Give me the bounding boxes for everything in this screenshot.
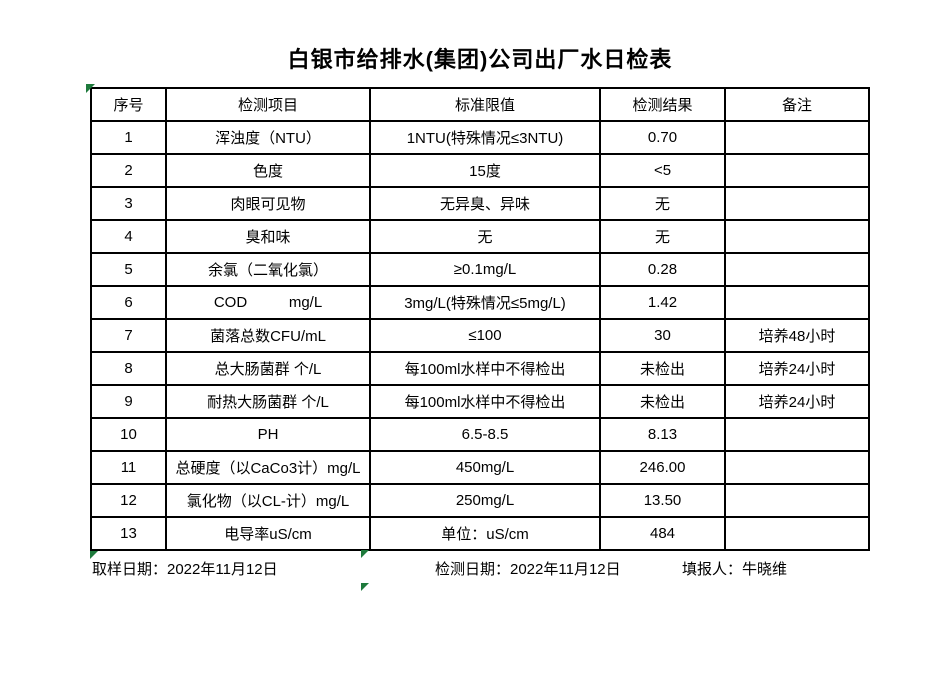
table-row: 10 PH 6.5-8.5 8.13 <box>90 417 870 452</box>
col-header-index: 序号 <box>90 87 167 122</box>
table-cell: 12 <box>90 483 167 518</box>
table-row: 3 肉眼可见物 无异臭、异味无 <box>90 186 870 221</box>
table-row: 13 电导率uS/cm 单位：uS/cm 484 <box>90 516 870 551</box>
table-cell: 耐热大肠菌群 个/L <box>165 384 371 419</box>
table-cell: 11 <box>90 450 167 485</box>
table-cell: 未检出 <box>599 351 726 386</box>
table-cell <box>724 516 870 551</box>
col-header-standard: 标准限值 <box>369 87 601 122</box>
table-cell: 2 <box>90 153 167 188</box>
reporter-text: 填报人：牛晓维 <box>682 561 788 578</box>
table-cell: 无 <box>369 219 601 254</box>
table-cell: 色度 <box>165 153 371 188</box>
table-header-row: 序号 检测项目 标准限值 检测结果 备注 <box>90 87 870 122</box>
table-cell: 总硬度（以CaCo3计）mg/L <box>165 450 371 485</box>
table-row: 7 菌落总数CFU/mL ≤100 30 培养48小时 <box>90 318 870 353</box>
table-cell: 6.5-8.5 <box>369 417 601 452</box>
table-cell: 培养24小时 <box>724 384 870 419</box>
table-cell: 8.13 <box>599 417 726 452</box>
table-cell: 氯化物（以CL-计）mg/L <box>165 483 371 518</box>
table-cell: 13 <box>90 516 167 551</box>
table-cell <box>724 153 870 188</box>
page-title: 白银市给排水(集团)公司出厂水日检表 <box>287 47 673 72</box>
table-cell: 每100ml水样中不得检出 <box>369 351 601 386</box>
inspection-table: 序号 检测项目 标准限值 检测结果 备注 1 浑浊度（NTU） 1NTU(特殊情况≤… <box>90 87 870 551</box>
table-cell: 菌落总数CFU/mL <box>165 318 371 353</box>
table-cell <box>724 219 870 254</box>
table-cell: 总大肠菌群 个/L <box>165 351 371 386</box>
table-row: 12 氯化物（以CL-计）mg/L 250mg/L 13.50 <box>90 483 870 518</box>
cell-flag-icon <box>86 84 95 93</box>
table-row: 5 余氯（二氧化氯） ≥0.1mg/L 0.28 <box>90 252 870 287</box>
testing-date-text: 检测日期：2022年11月12日 <box>435 561 621 578</box>
table-cell: <5 <box>599 153 726 188</box>
table-cell: 30 <box>599 318 726 353</box>
col-header-result: 检测结果 <box>599 87 726 122</box>
table-cell: 484 <box>599 516 726 551</box>
table-cell <box>724 417 870 452</box>
table-row: 2 色度 15度 <5 <box>90 153 870 188</box>
table-cell: 15度 <box>369 153 601 188</box>
table-cell: 7 <box>90 318 167 353</box>
table-cell <box>724 186 870 221</box>
table-cell: 单位：uS/cm <box>369 516 601 551</box>
table-cell <box>724 252 870 287</box>
table-cell <box>724 285 870 320</box>
table-row: 6 COD mg/L 3mg/L(特殊情况≤5mg/L) 1.42 <box>90 285 870 320</box>
table-cell: 余氯（二氧化氯） <box>165 252 371 287</box>
table-cell: 臭和味 <box>165 219 371 254</box>
table-cell: 8 <box>90 351 167 386</box>
table-cell: 无 <box>599 186 726 221</box>
col-header-note: 备注 <box>724 87 870 122</box>
table-cell: 1 <box>90 120 167 155</box>
table-cell: 6 <box>90 285 167 320</box>
table-cell: ≤100 <box>369 318 601 353</box>
table-cell: 无异臭、异味 <box>369 186 601 221</box>
table-cell: 4 <box>90 219 167 254</box>
table-cell: 肉眼可见物 <box>165 186 371 221</box>
table-cell: PH <box>165 417 371 452</box>
table-cell: 未检出 <box>599 384 726 419</box>
table-cell: 5 <box>90 252 167 287</box>
table-row: 11 总硬度（以CaCo3计）mg/L 450mg/L 246.00 <box>90 450 870 485</box>
table-cell <box>724 120 870 155</box>
col-header-item: 检测项目 <box>165 87 371 122</box>
table-cell: 10 <box>90 417 167 452</box>
table-row: 9 耐热大肠菌群 个/L 每100ml水样中不得检出 未检出 培养24小时 <box>90 384 870 419</box>
cell-flag-icon <box>361 550 369 558</box>
table-cell: 电导率uS/cm <box>165 516 371 551</box>
table-cell: 250mg/L <box>369 483 601 518</box>
table-body: 1 浑浊度（NTU） 1NTU(特殊情况≤3NTU) 0.70 2 色度 15度 <5 3 肉眼可… <box>90 120 870 551</box>
table-cell: 无 <box>599 219 726 254</box>
table-cell: 培养48小时 <box>724 318 870 353</box>
table-cell: 培养24小时 <box>724 351 870 386</box>
table-cell: 3mg/L(特殊情况≤5mg/L) <box>369 285 601 320</box>
table-cell: 每100ml水样中不得检出 <box>369 384 601 419</box>
table-cell: 1.42 <box>599 285 726 320</box>
table-row: 8 总大肠菌群 个/L 每100ml水样中不得检出 未检出 培养24小时 <box>90 351 870 386</box>
table-cell: 0.70 <box>599 120 726 155</box>
cell-flag-icon <box>361 583 369 591</box>
table-cell: 浑浊度（NTU） <box>165 120 371 155</box>
table-cell: 1NTU(特殊情况≤3NTU) <box>369 120 601 155</box>
cell-flag-icon <box>90 551 98 559</box>
table-cell: 450mg/L <box>369 450 601 485</box>
table-cell: 9 <box>90 384 167 419</box>
table-cell <box>724 450 870 485</box>
table-row: 4 臭和味无无 <box>90 219 870 254</box>
table-cell: 3 <box>90 186 167 221</box>
table-cell: COD mg/L <box>165 285 371 320</box>
table-row: 1 浑浊度（NTU） 1NTU(特殊情况≤3NTU) 0.70 <box>90 120 870 155</box>
table-cell <box>724 483 870 518</box>
table-cell: 13.50 <box>599 483 726 518</box>
table-cell: ≥0.1mg/L <box>369 252 601 287</box>
table-cell: 246.00 <box>599 450 726 485</box>
sampling-date-text: 取样日期：2022年11月12日 <box>92 561 278 578</box>
table-cell: 0.28 <box>599 252 726 287</box>
